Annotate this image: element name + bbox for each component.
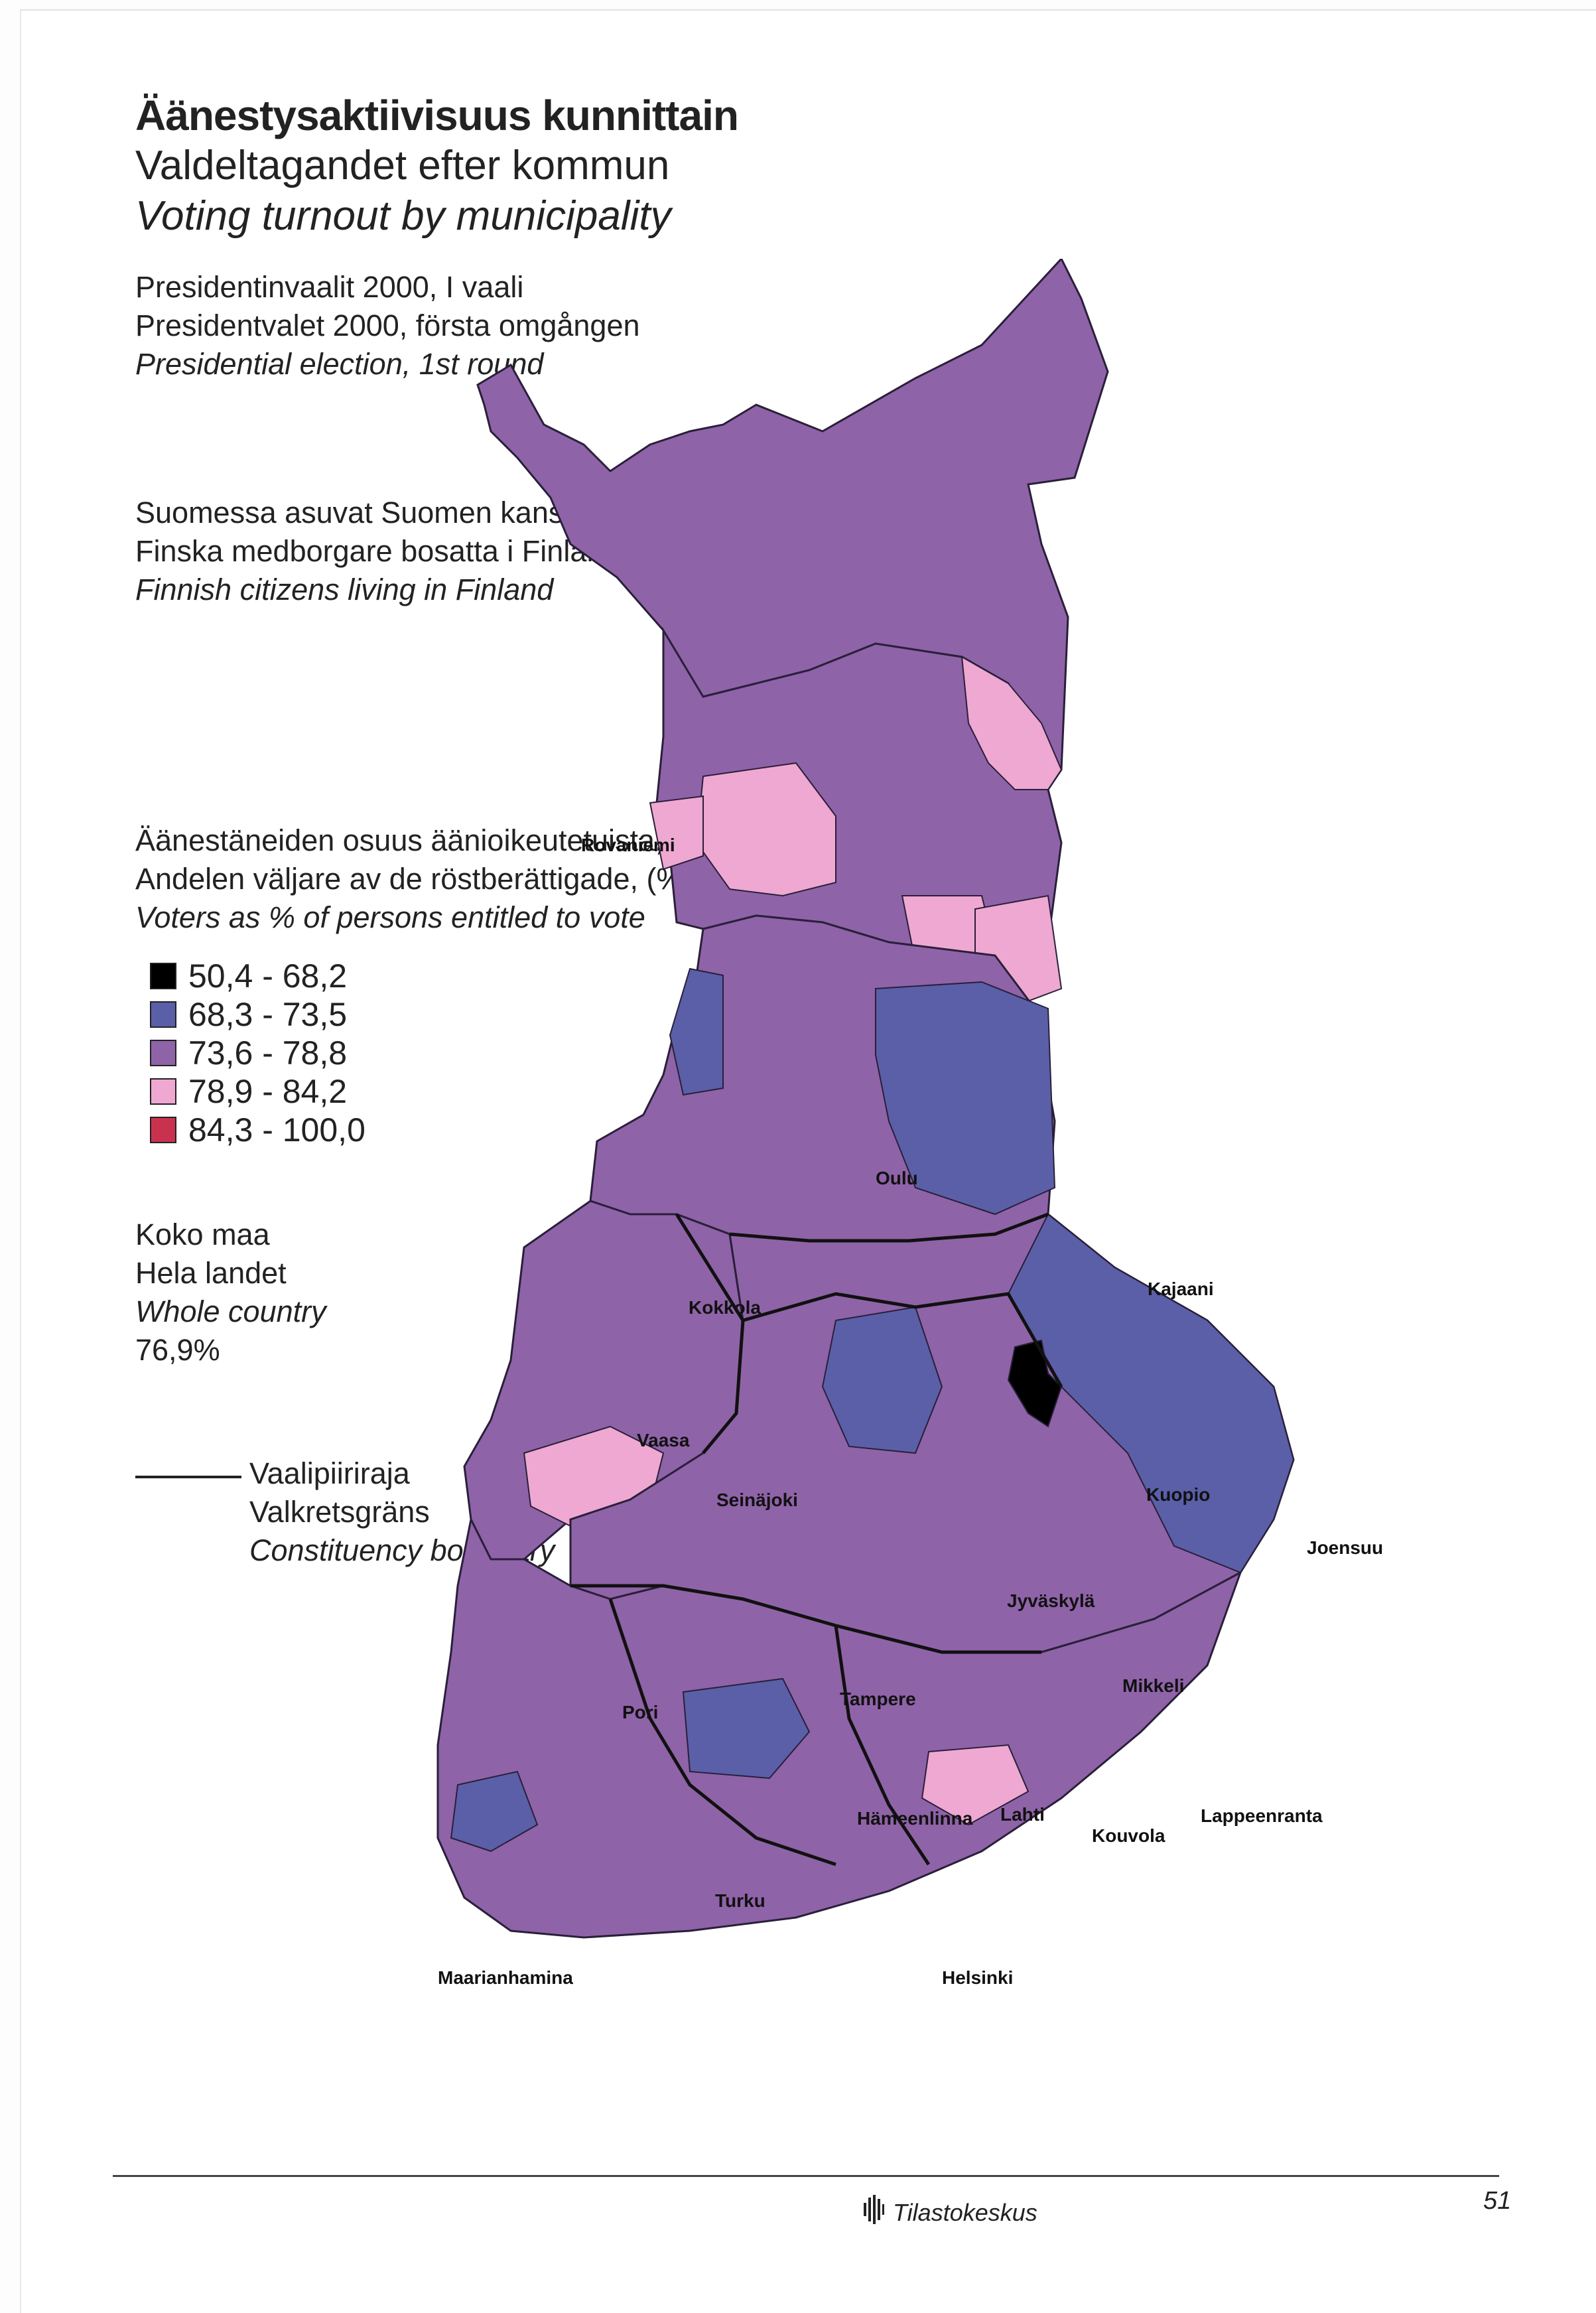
map-region-pink-lappeenranta [921,1744,1030,1826]
city-label-pori: Pori [622,1702,658,1722]
city-label-mikkeli: Mikkeli [1122,1675,1184,1696]
legend-swatch [150,1078,176,1105]
city-label-oulu: Oulu [876,1168,918,1188]
election-swedish: Presidentvalet 2000, första omgången [135,309,640,342]
publisher-name: Tilastokeskus [893,2198,1037,2226]
whole-country-finnish: Koko maa [135,1218,270,1251]
map-region-black-kajaani [1007,1339,1063,1428]
election-finnish: Presidentinvaalit 2000, I vaali [135,270,524,304]
map-region-blue-southwest [450,1770,539,1853]
city-label-seinajoki: Seinäjoki [716,1490,798,1510]
map-legend: 50,4 - 68,2 68,3 - 73,5 73,6 - 78,8 78,9… [150,957,366,1149]
legend-item: 68,3 - 73,5 [150,995,366,1034]
city-label-lahti: Lahti [1000,1804,1045,1825]
title-english: Voting turnout by municipality [135,193,671,239]
legend-item: 50,4 - 68,2 [150,957,366,995]
map-region-blue-hame [682,1677,811,1780]
legend-swatch [150,963,176,989]
constituency-boundary-line [729,1212,1049,1243]
finland-map: Rovaniemi Oulu Kajaani Kokkola Vaasa Sei… [436,259,1383,1988]
boundary-swedish: Valkretsgräns [249,1495,430,1529]
map-region-blue-kainuu [875,981,1056,1216]
constituency-boundary-line [608,1598,836,1866]
constituency-boundary-line [570,1584,1041,1654]
city-label-rovaniemi: Rovaniemi [581,835,675,855]
election-english: Presidential election, 1st round [135,347,544,381]
legend-label: 68,3 - 73,5 [188,996,348,1033]
legend-swatch [150,1117,176,1143]
statistics-finland-logo-icon [862,2195,885,2230]
measure-swedish: Andelen väljare av de röstberättigade, (… [135,862,693,896]
whole-country-block: Koko maa Hela landet Whole country 76,9% [135,1216,326,1369]
legend-label: 50,4 - 68,2 [188,957,348,995]
legend-item: 73,6 - 78,8 [150,1034,366,1072]
city-label-hameenlinna: Hämeenlinna [857,1808,973,1829]
legend-item: 84,3 - 100,0 [150,1111,366,1149]
page-number: 51 [1483,2187,1512,2215]
whole-country-english: Whole country [135,1295,326,1328]
measure-block: Äänestäneiden osuus äänioikeutetuista, (… [135,821,718,937]
title-block: Äänestysaktiivisuus kunnittain Valdeltag… [135,90,739,242]
footer-rule [113,2175,1499,2177]
title-finnish: Äänestysaktiivisuus kunnittain [135,92,739,139]
whole-country-value: 76,9% [135,1333,220,1367]
city-label-jyvaskyla: Jyväskylä [1007,1590,1095,1611]
legend-label: 73,6 - 78,8 [188,1034,348,1072]
legend-label: 84,3 - 100,0 [188,1111,366,1149]
measure-finnish: Äänestäneiden osuus äänioikeutetuista, (… [135,823,718,857]
map-region-south-finland [436,1516,1242,1939]
legend-swatch [150,1001,176,1028]
constituency-boundary-line [834,1625,931,1866]
constituency-boundary-line [742,1292,1063,1388]
population-swedish: Finska medborgare bosatta i Finland [135,534,620,568]
city-label-lappeenranta: Lappeenranta [1201,1805,1323,1826]
constituency-boundary-line [675,1213,745,1454]
city-label-kouvola: Kouvola [1092,1825,1165,1846]
whole-country-swedish: Hela landet [135,1256,287,1290]
population-english: Finnish citizens living in Finland [135,573,554,606]
boundary-line-sample [135,1476,241,1478]
city-label-joensuu: Joensuu [1307,1537,1383,1558]
city-label-kajaani: Kajaani [1148,1279,1214,1299]
boundary-finnish: Vaalipiiriraja [249,1456,410,1490]
legend-swatch [150,1040,176,1066]
map-region-blue-oulu-coast [669,967,724,1096]
measure-english: Voters as % of persons entitled to vote [135,900,645,934]
city-label-kuopio: Kuopio [1146,1484,1210,1505]
city-label-vaasa: Vaasa [637,1430,690,1450]
population-block: Suomessa asuvat Suomen kansalaiset Finsk… [135,494,649,609]
city-label-tampere: Tampere [840,1689,916,1709]
publisher-logo: Tilastokeskus [862,2195,1037,2230]
legend-label: 78,9 - 84,2 [188,1073,348,1110]
legend-item: 78,9 - 84,2 [150,1072,366,1111]
city-label-maarianhamina: Maarianhamina [438,1967,573,1988]
title-swedish: Valdeltagandet efter kommun [135,143,670,188]
city-label-turku: Turku [715,1890,765,1911]
map-region-pink-ne [961,656,1063,790]
city-label-kokkola: Kokkola [689,1297,761,1318]
map-region-pink-west [649,795,704,871]
election-block: Presidentinvaalit 2000, I vaali Presiden… [135,268,640,384]
city-label-helsinki: Helsinki [942,1967,1013,1988]
